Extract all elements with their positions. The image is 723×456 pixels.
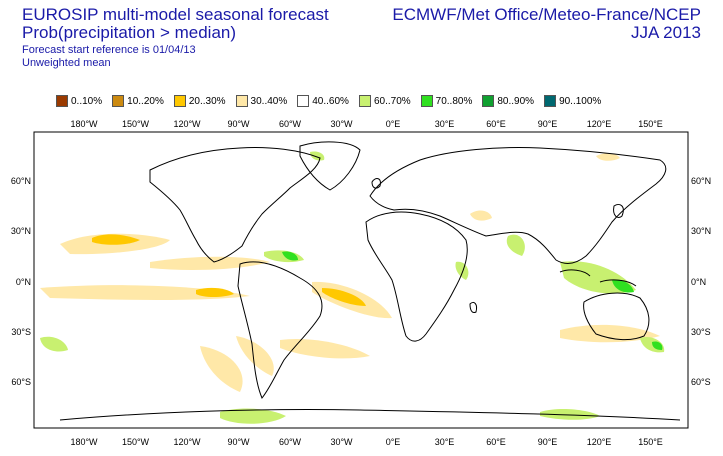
longitude-label: 60°E	[486, 437, 506, 447]
legend-item: 30..40%	[235, 94, 288, 108]
latitude-labels-right: 60°N 30°N 0°N 30°S 60°S	[691, 176, 711, 387]
longitude-label: 60°W	[279, 437, 302, 447]
legend-label: 10..20%	[127, 95, 164, 107]
latitude-label: 60°S	[691, 377, 711, 387]
legend-swatch	[56, 95, 68, 107]
legend-swatch	[112, 95, 125, 107]
shade-60-70	[220, 408, 286, 424]
longitude-label: 120°W	[173, 119, 201, 129]
season-label: JJA 2013	[631, 23, 701, 42]
longitude-label: 150°W	[122, 437, 150, 447]
legend-label: 80..90%	[497, 95, 535, 107]
shade-30-40	[40, 285, 250, 300]
longitude-label: 30°E	[435, 119, 455, 129]
shade-30-40	[596, 153, 620, 161]
latitude-label: 30°N	[11, 226, 31, 236]
longitude-label: 60°W	[279, 119, 302, 129]
shade-60-70	[540, 409, 600, 420]
shade-70-80	[282, 251, 298, 261]
latitude-label: 60°N	[691, 176, 711, 186]
legend-label: 0..10%	[71, 95, 103, 107]
legend-item: 70..80%	[420, 94, 473, 108]
shade-60-70	[455, 261, 469, 280]
probability-shading	[40, 151, 665, 424]
probability-legend: 0..10% 10..20% 20..30% 30..40% 40..60% 60..70…	[56, 94, 611, 108]
legend-swatch	[358, 95, 371, 107]
legend-item: 90..100%	[544, 94, 601, 108]
title-block: EUROSIP multi-model seasonal forecast Pr…	[22, 5, 329, 70]
shade-30-40	[560, 324, 660, 343]
legend-label: 20..30%	[188, 95, 226, 107]
legend-item: 10..20%	[112, 94, 164, 108]
latitude-label: 30°S	[11, 327, 31, 337]
legend-label: 60..70%	[373, 95, 411, 107]
legend-swatch	[297, 95, 310, 107]
longitude-label: 180°W	[70, 119, 98, 129]
map-subtitle: Prob(precipitation > median)	[22, 23, 237, 42]
legend-item: 80..90%	[482, 94, 534, 108]
legend-swatch	[235, 95, 248, 107]
legend-swatch	[173, 95, 186, 107]
coastlines	[59, 141, 681, 421]
legend-item: 40..60%	[297, 94, 349, 108]
legend-label: 30..40%	[250, 95, 288, 107]
longitude-labels-bottom: 180°W 150°W 120°W 90°W 60°W 30°W 0°E 30°E 60°E 90…	[70, 437, 662, 447]
longitude-label: 150°W	[122, 119, 150, 129]
latitude-label: 60°S	[11, 377, 31, 387]
shade-20-30	[92, 234, 140, 245]
shade-70-80	[612, 279, 634, 293]
shade-30-40	[236, 336, 274, 376]
legend-item: 20..30%	[173, 94, 226, 108]
legend-label: 90..100%	[559, 95, 602, 107]
latitude-label: 30°S	[691, 327, 711, 337]
longitude-label: 90°E	[538, 119, 558, 129]
latitude-label: 30°N	[691, 226, 711, 236]
latitude-label: 0°N	[691, 277, 706, 287]
longitude-label: 30°W	[330, 437, 353, 447]
shade-60-70	[506, 234, 525, 256]
longitude-label: 90°E	[538, 437, 558, 447]
latitude-label: 0°N	[16, 277, 31, 287]
legend-swatch	[482, 95, 495, 107]
source-block: ECMWF/Met Office/Meteo-France/NCEP JJA 2…	[392, 6, 701, 42]
shade-30-40	[200, 346, 243, 392]
longitude-label: 120°E	[587, 437, 612, 447]
longitude-label: 150°E	[638, 119, 663, 129]
longitude-label: 90°W	[227, 437, 250, 447]
shade-30-40	[470, 210, 492, 221]
longitude-label: 0°E	[386, 437, 401, 447]
source-centres: ECMWF/Met Office/Meteo-France/NCEP	[392, 5, 701, 24]
longitude-label: 150°E	[638, 437, 663, 447]
shade-70-80	[652, 341, 663, 350]
forecast-start-text: Forecast start reference is 01/04/13	[22, 44, 196, 56]
longitude-label: 90°W	[227, 119, 250, 129]
shade-20-30	[196, 287, 234, 297]
weighting-text: Unweighted mean	[22, 57, 111, 69]
legend-item: 60..70%	[358, 94, 411, 108]
latitude-label: 60°N	[11, 176, 31, 186]
legend-item: 0..10%	[56, 94, 102, 108]
shade-60-70	[310, 151, 325, 161]
shade-30-40	[280, 338, 370, 359]
longitude-label: 120°E	[587, 119, 612, 129]
shade-20-30	[322, 288, 366, 306]
legend-label: 40..60%	[312, 95, 349, 107]
legend-swatch	[544, 95, 557, 107]
latitude-labels-left: 60°N 30°N 0°N 30°S 60°S	[11, 176, 31, 387]
longitude-label: 180°W	[70, 437, 98, 447]
longitude-label: 30°W	[330, 119, 353, 129]
longitude-label: 60°E	[486, 119, 506, 129]
longitude-label: 0°E	[386, 119, 401, 129]
legend-label: 70..80%	[435, 95, 473, 107]
legend-swatch	[420, 95, 433, 107]
map-title: EUROSIP multi-model seasonal forecast	[22, 5, 329, 24]
longitude-labels-top: 180°W 150°W 120°W 90°W 60°W 30°W 0°E 30°E 60°E 90…	[70, 119, 662, 129]
longitude-label: 120°W	[173, 437, 201, 447]
shade-60-70	[40, 336, 68, 352]
longitude-label: 30°E	[435, 437, 455, 447]
